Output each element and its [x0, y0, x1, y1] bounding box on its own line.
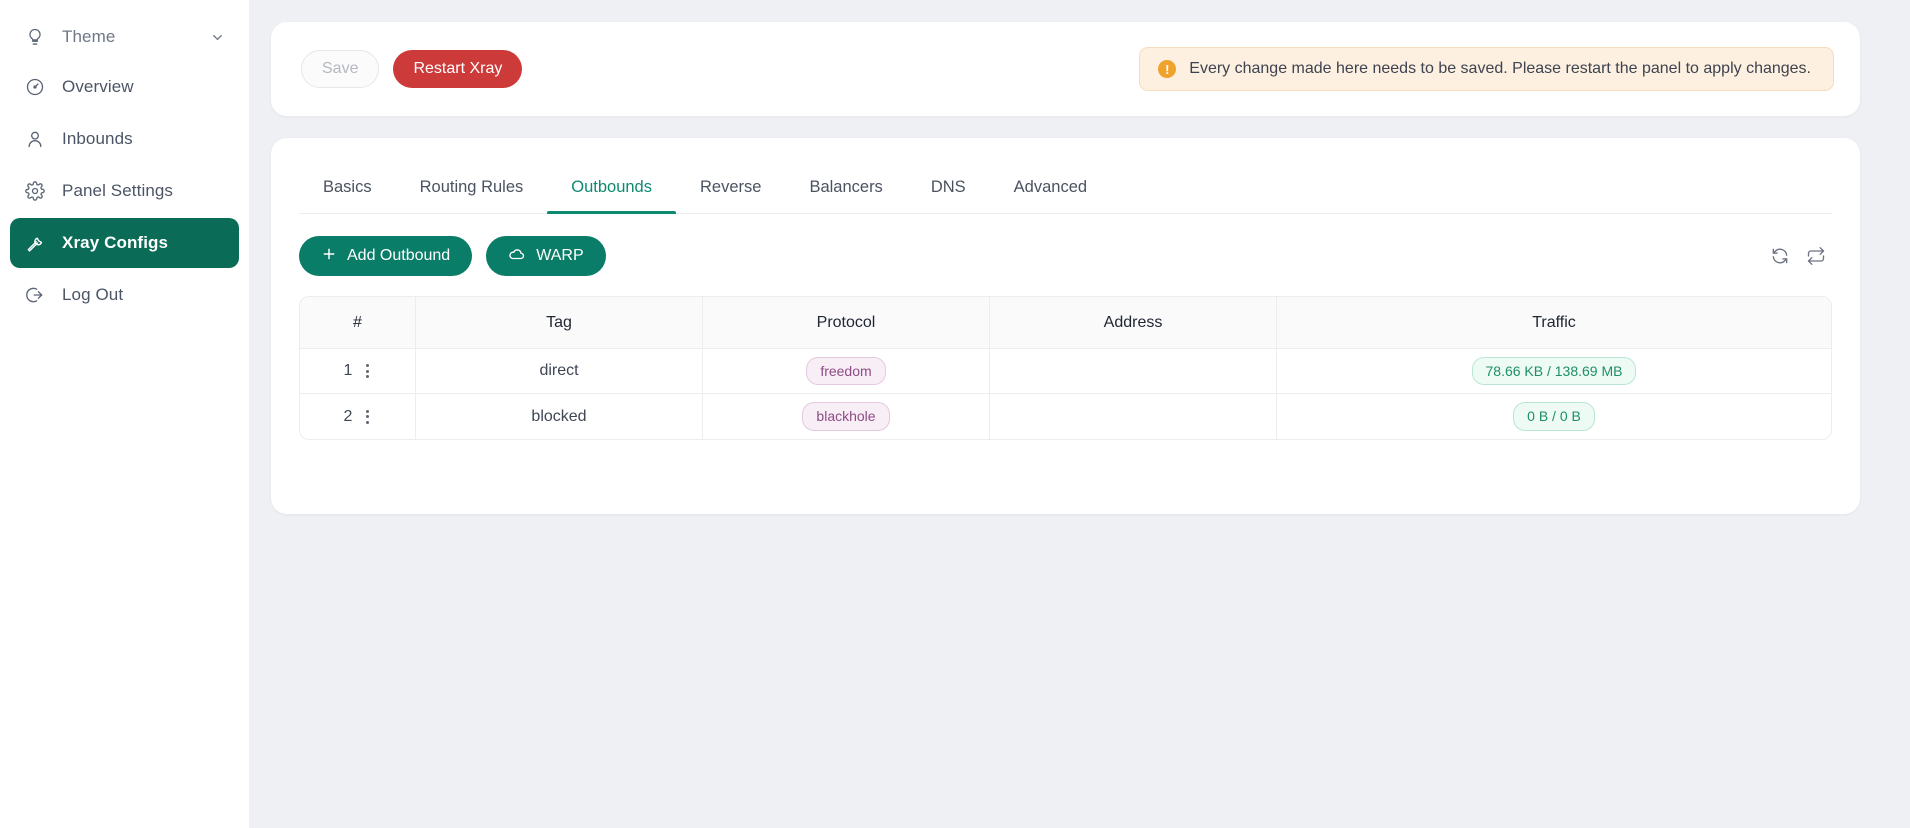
refresh-icon[interactable] — [1770, 246, 1790, 266]
traffic-badge: 78.66 KB / 138.69 MB — [1471, 356, 1637, 386]
sidebar-item-inbounds[interactable]: Inbounds — [10, 114, 239, 164]
protocol-badge: blackhole — [802, 402, 890, 431]
sidebar-item-label: Overview — [62, 77, 134, 96]
tab-balancers[interactable]: Balancers — [809, 178, 883, 196]
row-index: 2 — [343, 407, 353, 425]
gear-icon — [24, 180, 46, 202]
row-traffic-cell: 0 B / 0 B — [1277, 394, 1831, 439]
row-address — [990, 349, 1277, 394]
table-header-row: # Tag Protocol Address Traffic — [300, 297, 1831, 349]
row-menu-icon[interactable] — [364, 362, 371, 380]
alert-text: Every change made here needs to be saved… — [1189, 60, 1811, 77]
row-index-cell: 1 — [300, 349, 416, 394]
xray-configs-card: Basics Routing Rules Outbounds Reverse B… — [271, 138, 1860, 514]
row-index-cell: 2 — [300, 394, 416, 439]
repeat-icon[interactable] — [1806, 246, 1826, 266]
sidebar-item-label: Inbounds — [62, 129, 133, 148]
traffic-badge: 0 B / 0 B — [1513, 402, 1595, 431]
tab-routing-rules[interactable]: Routing Rules — [419, 178, 524, 196]
tab-outbounds[interactable]: Outbounds — [547, 164, 676, 214]
tab-basics[interactable]: Basics — [323, 178, 372, 196]
row-tag: blocked — [416, 394, 703, 439]
table-header: # Tag Protocol Address Traffic — [300, 297, 1831, 349]
sidebar-item-xray-configs[interactable]: Xray Configs — [10, 218, 239, 268]
warp-button[interactable]: WARP — [486, 236, 606, 276]
tab-reverse[interactable]: Reverse — [699, 178, 762, 196]
tab-dns[interactable]: DNS — [930, 178, 966, 196]
column-header-traffic: Traffic — [1277, 297, 1831, 349]
row-protocol-cell: freedom — [703, 349, 990, 394]
column-header-tag: Tag — [416, 297, 703, 349]
logout-icon — [24, 284, 46, 306]
outbounds-table: # Tag Protocol Address Traffic 1 — [299, 296, 1832, 440]
main-content: Save Restart Xray ! Every change made he… — [249, 0, 1910, 828]
save-warning-alert: ! Every change made here needs to be sav… — [1139, 47, 1834, 91]
row-index: 1 — [343, 362, 353, 379]
add-outbound-label: Add Outbound — [347, 247, 451, 264]
gauge-icon — [24, 76, 46, 98]
row-tag: direct — [416, 349, 703, 394]
warp-label: WARP — [536, 247, 584, 264]
column-header-protocol: Protocol — [703, 297, 990, 349]
lightbulb-icon — [24, 26, 46, 48]
outbounds-toolbar: Add Outbound WARP — [299, 236, 1832, 276]
column-header-address: Address — [990, 297, 1277, 349]
table-tool-icons — [1770, 246, 1832, 266]
protocol-badge: freedom — [806, 356, 886, 386]
row-menu-icon[interactable] — [364, 408, 371, 426]
restart-xray-button[interactable]: Restart Xray — [393, 50, 523, 88]
sidebar-item-overview[interactable]: Overview — [10, 62, 239, 112]
table-row[interactable]: 1 direct freedom 78.66 KB / 138.69 MB — [300, 349, 1831, 394]
action-bar-card: Save Restart Xray ! Every change made he… — [271, 22, 1860, 116]
column-header-index: # — [300, 297, 416, 349]
sidebar-item-label: Theme — [62, 27, 116, 46]
sidebar: Theme Overview Inbounds — [0, 0, 249, 828]
chevron-down-icon[interactable] — [209, 29, 225, 45]
sidebar-item-label: Panel Settings — [62, 181, 174, 200]
tab-advanced[interactable]: Advanced — [1013, 178, 1088, 196]
add-outbound-button[interactable]: Add Outbound — [299, 236, 473, 276]
cloud-icon — [508, 245, 526, 268]
sidebar-item-theme[interactable]: Theme — [10, 14, 239, 60]
exclamation-icon: ! — [1158, 60, 1177, 78]
row-protocol-cell: blackhole — [703, 394, 990, 439]
row-address — [990, 394, 1277, 439]
plus-icon — [321, 246, 337, 267]
table-body: 1 direct freedom 78.66 KB / 138.69 MB — [300, 349, 1831, 439]
user-icon — [24, 128, 46, 150]
table-row[interactable]: 2 blocked blackhole 0 B / 0 B — [300, 394, 1831, 439]
wrench-icon — [24, 232, 46, 254]
tab-bar: Basics Routing Rules Outbounds Reverse B… — [299, 164, 1832, 214]
sidebar-item-label: Xray Configs — [62, 233, 169, 252]
sidebar-item-label: Log Out — [62, 285, 124, 304]
row-traffic-cell: 78.66 KB / 138.69 MB — [1277, 349, 1831, 394]
sidebar-item-panel-settings[interactable]: Panel Settings — [10, 166, 239, 216]
sidebar-item-log-out[interactable]: Log Out — [10, 270, 239, 320]
save-button[interactable]: Save — [301, 50, 380, 88]
